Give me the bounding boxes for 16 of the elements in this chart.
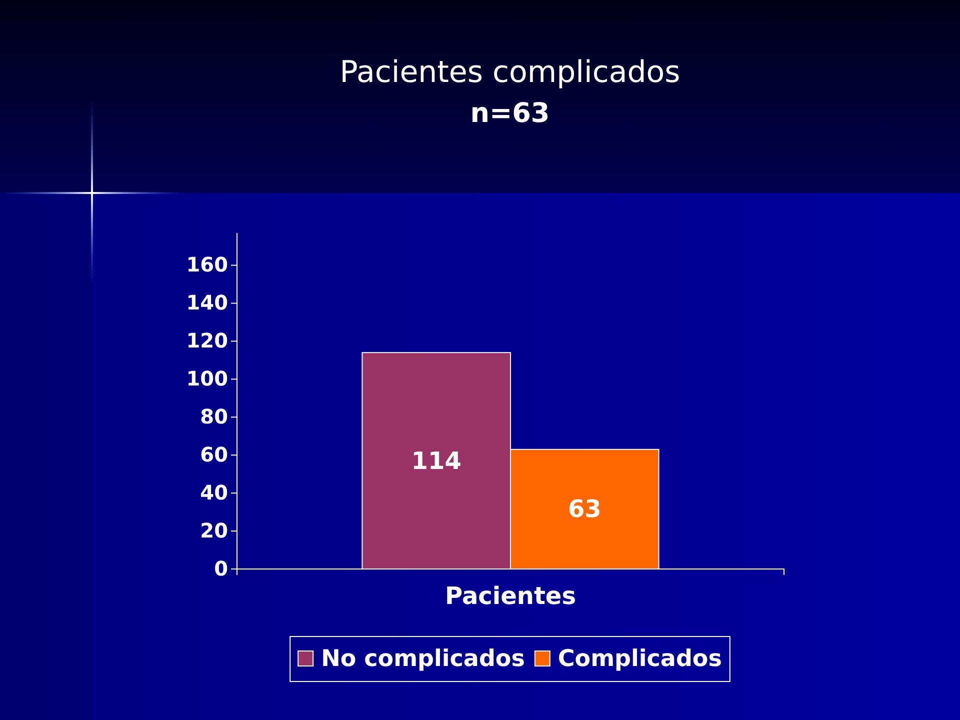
y-tick-label: 160: [186, 252, 228, 277]
legend-label: Complicados: [558, 646, 722, 672]
legend-label: No complicados: [321, 646, 525, 672]
y-tick-label: 60: [200, 442, 228, 466]
y-tick-label: 40: [200, 480, 228, 504]
x-tick-label: Pacientes: [445, 582, 576, 610]
data-label: 63: [568, 495, 602, 524]
data-label: 114: [411, 446, 462, 475]
y-tick-label: 20: [200, 518, 228, 542]
y-tick-label: 80: [200, 404, 228, 429]
y-tick-label: 140: [186, 290, 228, 315]
y-tick-label: 120: [186, 328, 228, 353]
chart-subtitle: n=63: [470, 98, 550, 129]
chart-title: Pacientes complicados: [340, 55, 680, 90]
y-tick-label: 0: [214, 556, 228, 580]
y-tick-label: 100: [186, 366, 228, 391]
